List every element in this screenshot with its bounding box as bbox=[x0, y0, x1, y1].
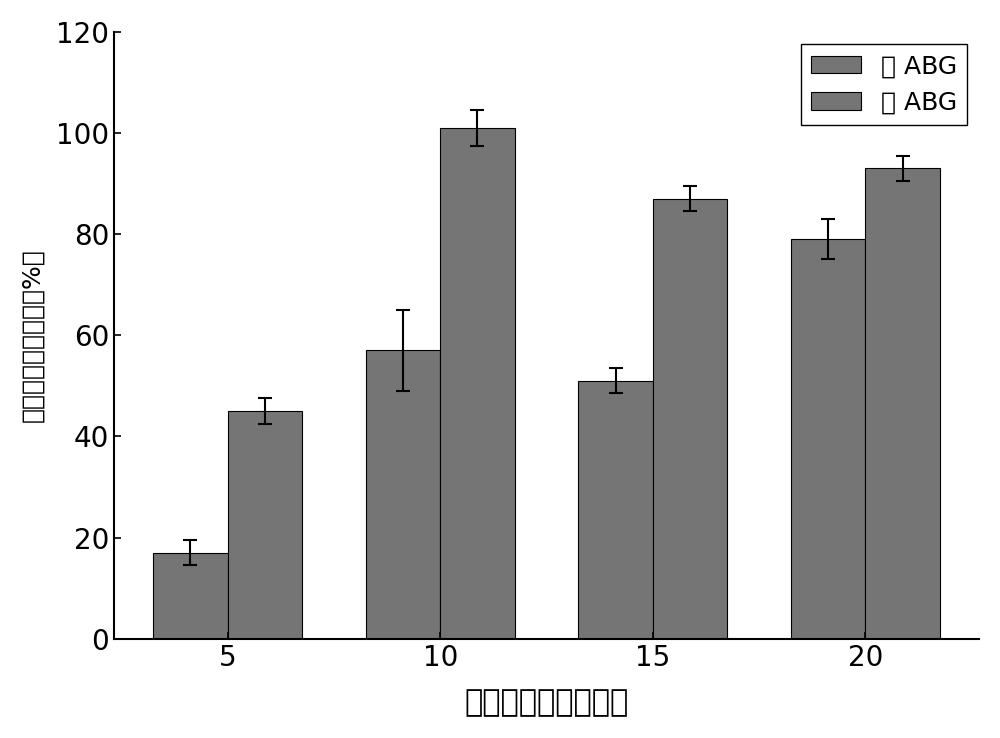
Bar bbox=[578, 381, 653, 638]
Bar bbox=[366, 351, 440, 638]
Y-axis label: 半乳糖的相对产率（%）: 半乳糖的相对产率（%） bbox=[21, 249, 45, 422]
Bar bbox=[153, 553, 228, 638]
Bar bbox=[653, 199, 727, 638]
Legend: 无 ABG, 有 ABG: 无 ABG, 有 ABG bbox=[801, 44, 967, 125]
Bar bbox=[440, 128, 515, 638]
Bar bbox=[228, 411, 302, 638]
Bar bbox=[865, 168, 940, 638]
Bar bbox=[791, 239, 865, 638]
X-axis label: 预处理时间（分钟）: 预处理时间（分钟） bbox=[464, 688, 629, 717]
